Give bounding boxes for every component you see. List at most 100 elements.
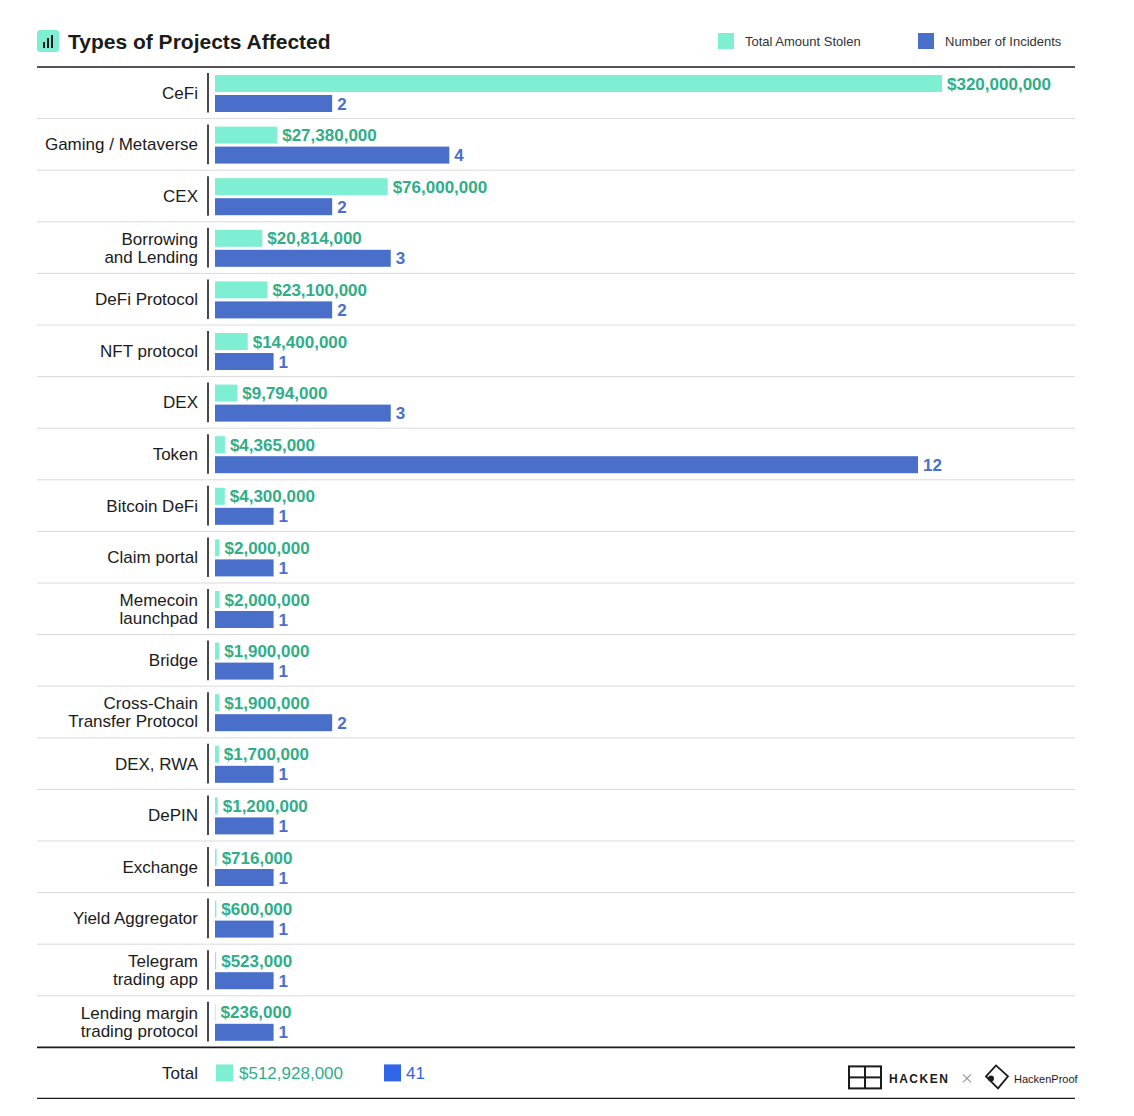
category-line: CeFi	[162, 84, 198, 103]
legend: Total Amount Stolen Number of Incidents	[718, 33, 1062, 49]
data-label: $23,100,000	[272, 281, 367, 300]
data-label: $9,794,000	[242, 384, 327, 403]
legend-swatch	[718, 33, 734, 49]
amount-bar	[215, 591, 220, 608]
legend-swatch	[918, 33, 934, 49]
category-label: Borrowingand Lending	[104, 230, 198, 267]
logo-separator	[963, 1074, 971, 1082]
data-label: 4	[454, 146, 464, 165]
incident-bar	[215, 1024, 274, 1041]
data-label: $320,000,000	[947, 75, 1051, 94]
logos: HACKENHackenProof	[849, 1065, 1079, 1088]
incident-bar	[215, 95, 332, 112]
labels: CeFi$320,000,0002Gaming / Metaverse$27,3…	[45, 75, 1051, 1043]
axis-line	[207, 279, 209, 319]
amount-bar	[215, 952, 216, 969]
data-label: $2,000,000	[225, 591, 310, 610]
data-label: 2	[337, 714, 346, 733]
data-label: $1,700,000	[224, 745, 309, 764]
data-label: $20,814,000	[267, 229, 362, 248]
incident-bar	[215, 198, 332, 215]
row-separator	[37, 841, 1075, 842]
incident-bar	[215, 714, 332, 731]
category-label: DeFi Protocol	[95, 290, 198, 309]
title-icon-bar	[47, 38, 49, 48]
row-separator	[37, 428, 1075, 429]
row-separator	[37, 531, 1075, 532]
data-label: 3	[396, 249, 405, 268]
data-label: 2	[337, 301, 346, 320]
incident-bar	[215, 147, 449, 164]
data-label: $4,300,000	[230, 487, 315, 506]
legend-label: Number of Incidents	[945, 34, 1062, 49]
incident-bar	[215, 559, 274, 576]
amount-bar	[215, 75, 942, 92]
data-label: 12	[923, 456, 942, 475]
category-line: NFT protocol	[100, 342, 198, 361]
axis-line	[207, 847, 209, 887]
category-line: Transfer Protocol	[68, 712, 198, 731]
category-label: CeFi	[162, 84, 198, 103]
amount-bar	[215, 127, 277, 144]
footer-rule	[37, 1098, 1075, 1099]
row-separator	[37, 325, 1075, 326]
incident-bar	[215, 508, 274, 525]
category-label: Cross-ChainTransfer Protocol	[68, 694, 198, 731]
incident-bar	[215, 456, 918, 473]
axis-line	[207, 899, 209, 939]
row-separator	[37, 892, 1075, 893]
total-swatch	[216, 1064, 233, 1081]
category-line: launchpad	[120, 609, 198, 628]
row-separator	[37, 376, 1075, 377]
category-line: trading protocol	[81, 1022, 198, 1041]
category-label: Bridge	[149, 651, 198, 670]
category-line: Claim portal	[107, 548, 198, 567]
data-label: $716,000	[222, 849, 293, 868]
axis-line	[207, 486, 209, 526]
data-label: $2,000,000	[225, 539, 310, 558]
category-line: Borrowing	[121, 230, 198, 249]
row-separator	[37, 170, 1075, 171]
category-line: Gaming / Metaverse	[45, 135, 198, 154]
logo-mark	[988, 1075, 994, 1081]
axis-line	[207, 383, 209, 423]
category-label: NFT protocol	[100, 342, 198, 361]
bars	[215, 75, 942, 1041]
incident-bar	[215, 301, 332, 318]
data-label: $1,200,000	[223, 797, 308, 816]
top-rule	[37, 66, 1075, 68]
row-separator	[37, 634, 1075, 635]
title: Types of Projects Affected	[68, 30, 331, 53]
title-icon	[37, 30, 59, 52]
data-label: $600,000	[221, 900, 292, 919]
data-label: $1,900,000	[224, 694, 309, 713]
category-label: Memecoinlaunchpad	[120, 591, 198, 628]
incident-bar	[215, 869, 274, 886]
category-line: Bridge	[149, 651, 198, 670]
category-line: Memecoin	[120, 591, 198, 610]
category-line: Telegram	[128, 952, 198, 971]
amount-bar	[215, 849, 217, 866]
category-label: DePIN	[148, 806, 198, 825]
incident-bar	[215, 972, 274, 989]
category-line: DEX	[163, 393, 198, 412]
axis-line	[207, 125, 209, 165]
axis-line	[207, 331, 209, 371]
data-label: 1	[279, 611, 288, 630]
category-line: Lending margin	[81, 1004, 198, 1023]
axis-line	[207, 73, 209, 113]
category-line: and Lending	[104, 248, 198, 267]
row-separator	[37, 221, 1075, 222]
data-label: $4,365,000	[230, 436, 315, 455]
data-label: 1	[279, 972, 288, 991]
category-label: CEX	[163, 187, 198, 206]
incident-bar	[215, 766, 274, 783]
data-label: 2	[337, 198, 346, 217]
axis-line	[207, 589, 209, 629]
amount-bar	[215, 797, 218, 814]
category-label: Exchange	[122, 858, 198, 877]
incident-bar	[215, 611, 274, 628]
logo-text: HackenProof	[1014, 1073, 1079, 1085]
legend-label: Total Amount Stolen	[745, 34, 861, 49]
axis-line	[207, 641, 209, 681]
